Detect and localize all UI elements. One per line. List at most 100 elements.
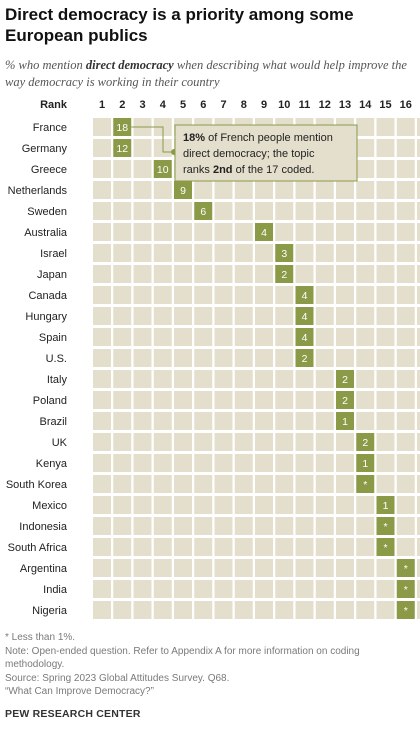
grid-cell <box>336 328 354 346</box>
grid-cell <box>396 118 415 136</box>
grid-cell <box>153 559 172 577</box>
rank-highlight-cell <box>396 601 415 619</box>
grid-cell <box>376 601 395 619</box>
grid-cell <box>234 412 253 430</box>
grid-cell <box>153 391 172 409</box>
grid-cell <box>93 202 111 220</box>
grid-cell <box>93 391 111 409</box>
grid-cell <box>275 349 294 367</box>
grid-cell <box>315 307 334 325</box>
grid-cell <box>255 349 273 367</box>
grid-cell <box>194 328 213 346</box>
grid-cell <box>376 454 395 472</box>
grid-cell <box>113 265 132 283</box>
rank-highlight-cell <box>336 412 354 430</box>
grid-cell <box>275 538 294 556</box>
grid-cell <box>356 244 375 262</box>
grid-cell <box>376 349 395 367</box>
rank-highlight-cell <box>376 538 395 556</box>
grid-cell <box>356 286 375 304</box>
grid-cell <box>153 244 172 262</box>
grid-cell <box>376 244 395 262</box>
grid-cell <box>174 349 192 367</box>
grid-cell <box>113 202 132 220</box>
grid-cell <box>295 412 314 430</box>
grid-cell <box>376 391 395 409</box>
grid-cell <box>275 454 294 472</box>
grid-cell <box>153 475 172 493</box>
country-label: South Korea <box>6 479 68 491</box>
country-label: UK <box>52 437 68 449</box>
grid-cell <box>153 349 172 367</box>
grid-cell <box>174 370 192 388</box>
cell-value-label: 4 <box>302 332 308 344</box>
grid-cell <box>295 559 314 577</box>
grid-cell <box>214 202 233 220</box>
grid-cell <box>153 517 172 535</box>
callout-line-3: ranks 2nd of the 17 coded. <box>183 164 314 176</box>
grid-cell <box>133 496 152 514</box>
grid-cell <box>214 244 233 262</box>
grid-cell <box>93 412 111 430</box>
grid-cell <box>336 454 354 472</box>
grid-cell <box>214 328 233 346</box>
grid-cell <box>255 496 273 514</box>
grid-cell <box>214 265 233 283</box>
grid-cell <box>417 370 420 388</box>
grid-cell <box>315 475 334 493</box>
grid-cell <box>396 223 415 241</box>
grid-cell <box>113 370 132 388</box>
grid-cell <box>174 328 192 346</box>
grid-cell <box>153 307 172 325</box>
grid-cell <box>153 181 172 199</box>
grid-cell <box>295 580 314 598</box>
cell-value-label: 3 <box>281 248 287 260</box>
grid-cell <box>396 391 415 409</box>
grid-cell <box>255 244 273 262</box>
rank-highlight-cell <box>396 580 415 598</box>
grid-cell <box>194 538 213 556</box>
grid-cell <box>396 286 415 304</box>
callout-leader-line <box>131 126 175 153</box>
grid-cell <box>336 559 354 577</box>
grid-cell <box>396 517 415 535</box>
grid-cell <box>93 244 111 262</box>
grid-cell <box>93 328 111 346</box>
cell-value-label: * <box>404 584 408 596</box>
grid-cell <box>93 160 111 178</box>
grid-cell <box>133 517 152 535</box>
grid-cell <box>295 433 314 451</box>
grid-cell <box>376 160 395 178</box>
grid-cell <box>93 601 111 619</box>
grid-cell <box>275 181 294 199</box>
grid-cell <box>214 223 233 241</box>
grid-cell <box>275 517 294 535</box>
grid-cell <box>356 559 375 577</box>
rank-highlight-cell <box>336 391 354 409</box>
cell-value-label: 1 <box>362 458 368 470</box>
grid-cell <box>234 496 253 514</box>
grid-cell <box>93 496 111 514</box>
cell-value-label: 2 <box>342 395 348 407</box>
grid-cell <box>315 601 334 619</box>
grid-cell <box>214 370 233 388</box>
rank-highlight-cell <box>356 433 375 451</box>
grid-cell <box>93 517 111 535</box>
grid-cell <box>396 265 415 283</box>
grid-cell <box>234 349 253 367</box>
grid-cell <box>93 265 111 283</box>
grid-cell <box>234 307 253 325</box>
grid-cell <box>174 601 192 619</box>
grid-cell <box>376 286 395 304</box>
grid-cell <box>93 181 111 199</box>
grid-cell <box>417 244 420 262</box>
grid-cell <box>113 391 132 409</box>
grid-cell <box>275 433 294 451</box>
grid-cell <box>417 181 420 199</box>
grid-cell <box>336 475 354 493</box>
grid-cell <box>356 517 375 535</box>
grid-cell <box>234 202 253 220</box>
source-note: Source: Spring 2023 Global Attitudes Sur… <box>5 672 230 684</box>
grid-cell <box>133 412 152 430</box>
rank-column-header: 15 <box>379 99 391 111</box>
